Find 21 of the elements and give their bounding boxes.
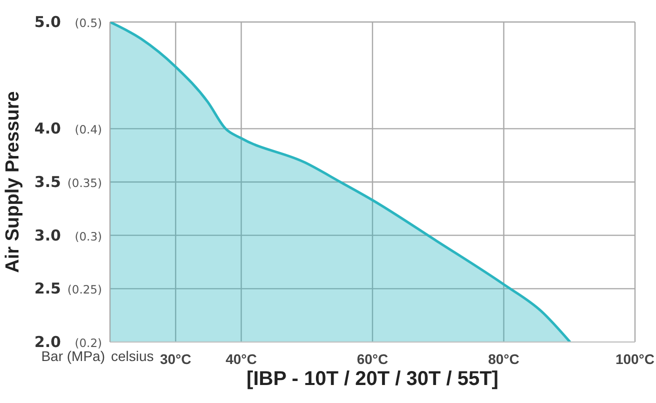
text: Bar (MPa) — [41, 348, 105, 364]
x-tick-label: 40°C — [226, 351, 257, 367]
x-tick-label: 80°C — [488, 351, 520, 367]
y2-tick-label: (0.2) — [74, 336, 102, 350]
y2-tick-label: (0.25) — [67, 282, 102, 297]
y-tick-label: 2.0 — [34, 333, 61, 351]
y2-tick-label: (0.35) — [67, 176, 102, 190]
y-axis-title: Air Supply Pressure — [2, 91, 24, 273]
y-tick-label: 4.0 — [34, 120, 61, 138]
x-tick-label: 30°C — [160, 351, 192, 367]
y2-tick-label: (0.4) — [74, 122, 102, 137]
x-tick-label: 60°C — [356, 351, 388, 367]
y-tick-label: 5.0 — [34, 13, 61, 31]
x-tick-label: 100°C — [615, 351, 655, 367]
y-tick-label: 3.5 — [34, 173, 61, 191]
y-tick-label: 2.5 — [34, 280, 61, 298]
text: celsius — [111, 348, 154, 364]
x-axis-title: [IBP - 10T / 20T / 30T / 55T] — [246, 368, 498, 390]
y-tick-label: 3.0 — [34, 226, 61, 244]
y2-tick-label: (0.3) — [74, 229, 102, 244]
y2-tick-label: (0.5) — [74, 16, 102, 30]
